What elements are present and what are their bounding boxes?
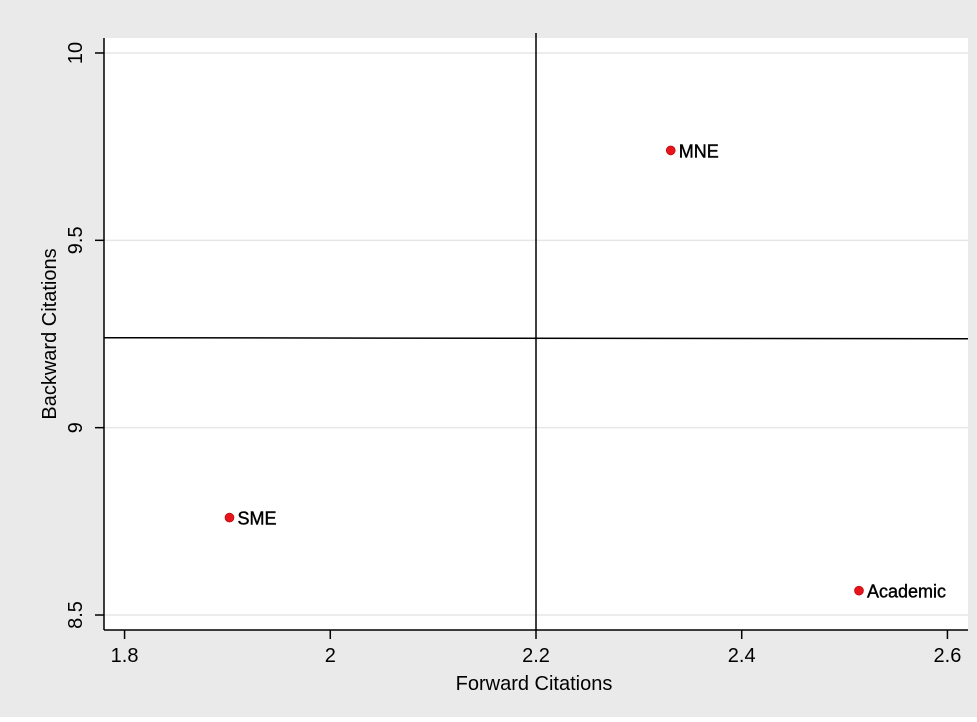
- x-tick-label-2: 2.2: [522, 645, 550, 667]
- point-academic: [854, 585, 864, 596]
- x-tick-label-0: 1.8: [111, 645, 139, 667]
- y-tick-label-1: 9: [65, 422, 87, 433]
- x-tick-label-4: 2.6: [934, 645, 962, 667]
- x-axis-label: Forward Citations: [456, 673, 613, 695]
- axes: 1.8 2 2.2 2.4 2.6 8.5 9 9.5 10: [65, 38, 968, 667]
- point-label-academic: Academic: [867, 582, 946, 602]
- x-tick-label-1: 2: [325, 645, 336, 667]
- data-points: MNE SME Academic: [224, 141, 946, 602]
- x-tick-label-3: 2.4: [728, 645, 756, 667]
- point-sme: [224, 512, 235, 523]
- point-mne: [665, 145, 676, 156]
- point-label-mne: MNE: [679, 141, 719, 161]
- y-tick-label-3: 10: [65, 42, 87, 64]
- y-tick-label-0: 8.5: [65, 601, 87, 629]
- reference-lines: [103, 33, 969, 630]
- y-axis-label: Backward Citations: [39, 248, 61, 419]
- y-tick-label-2: 9.5: [65, 226, 87, 254]
- horizontal-reference-line: [103, 336, 969, 340]
- point-label-sme: SME: [237, 509, 276, 529]
